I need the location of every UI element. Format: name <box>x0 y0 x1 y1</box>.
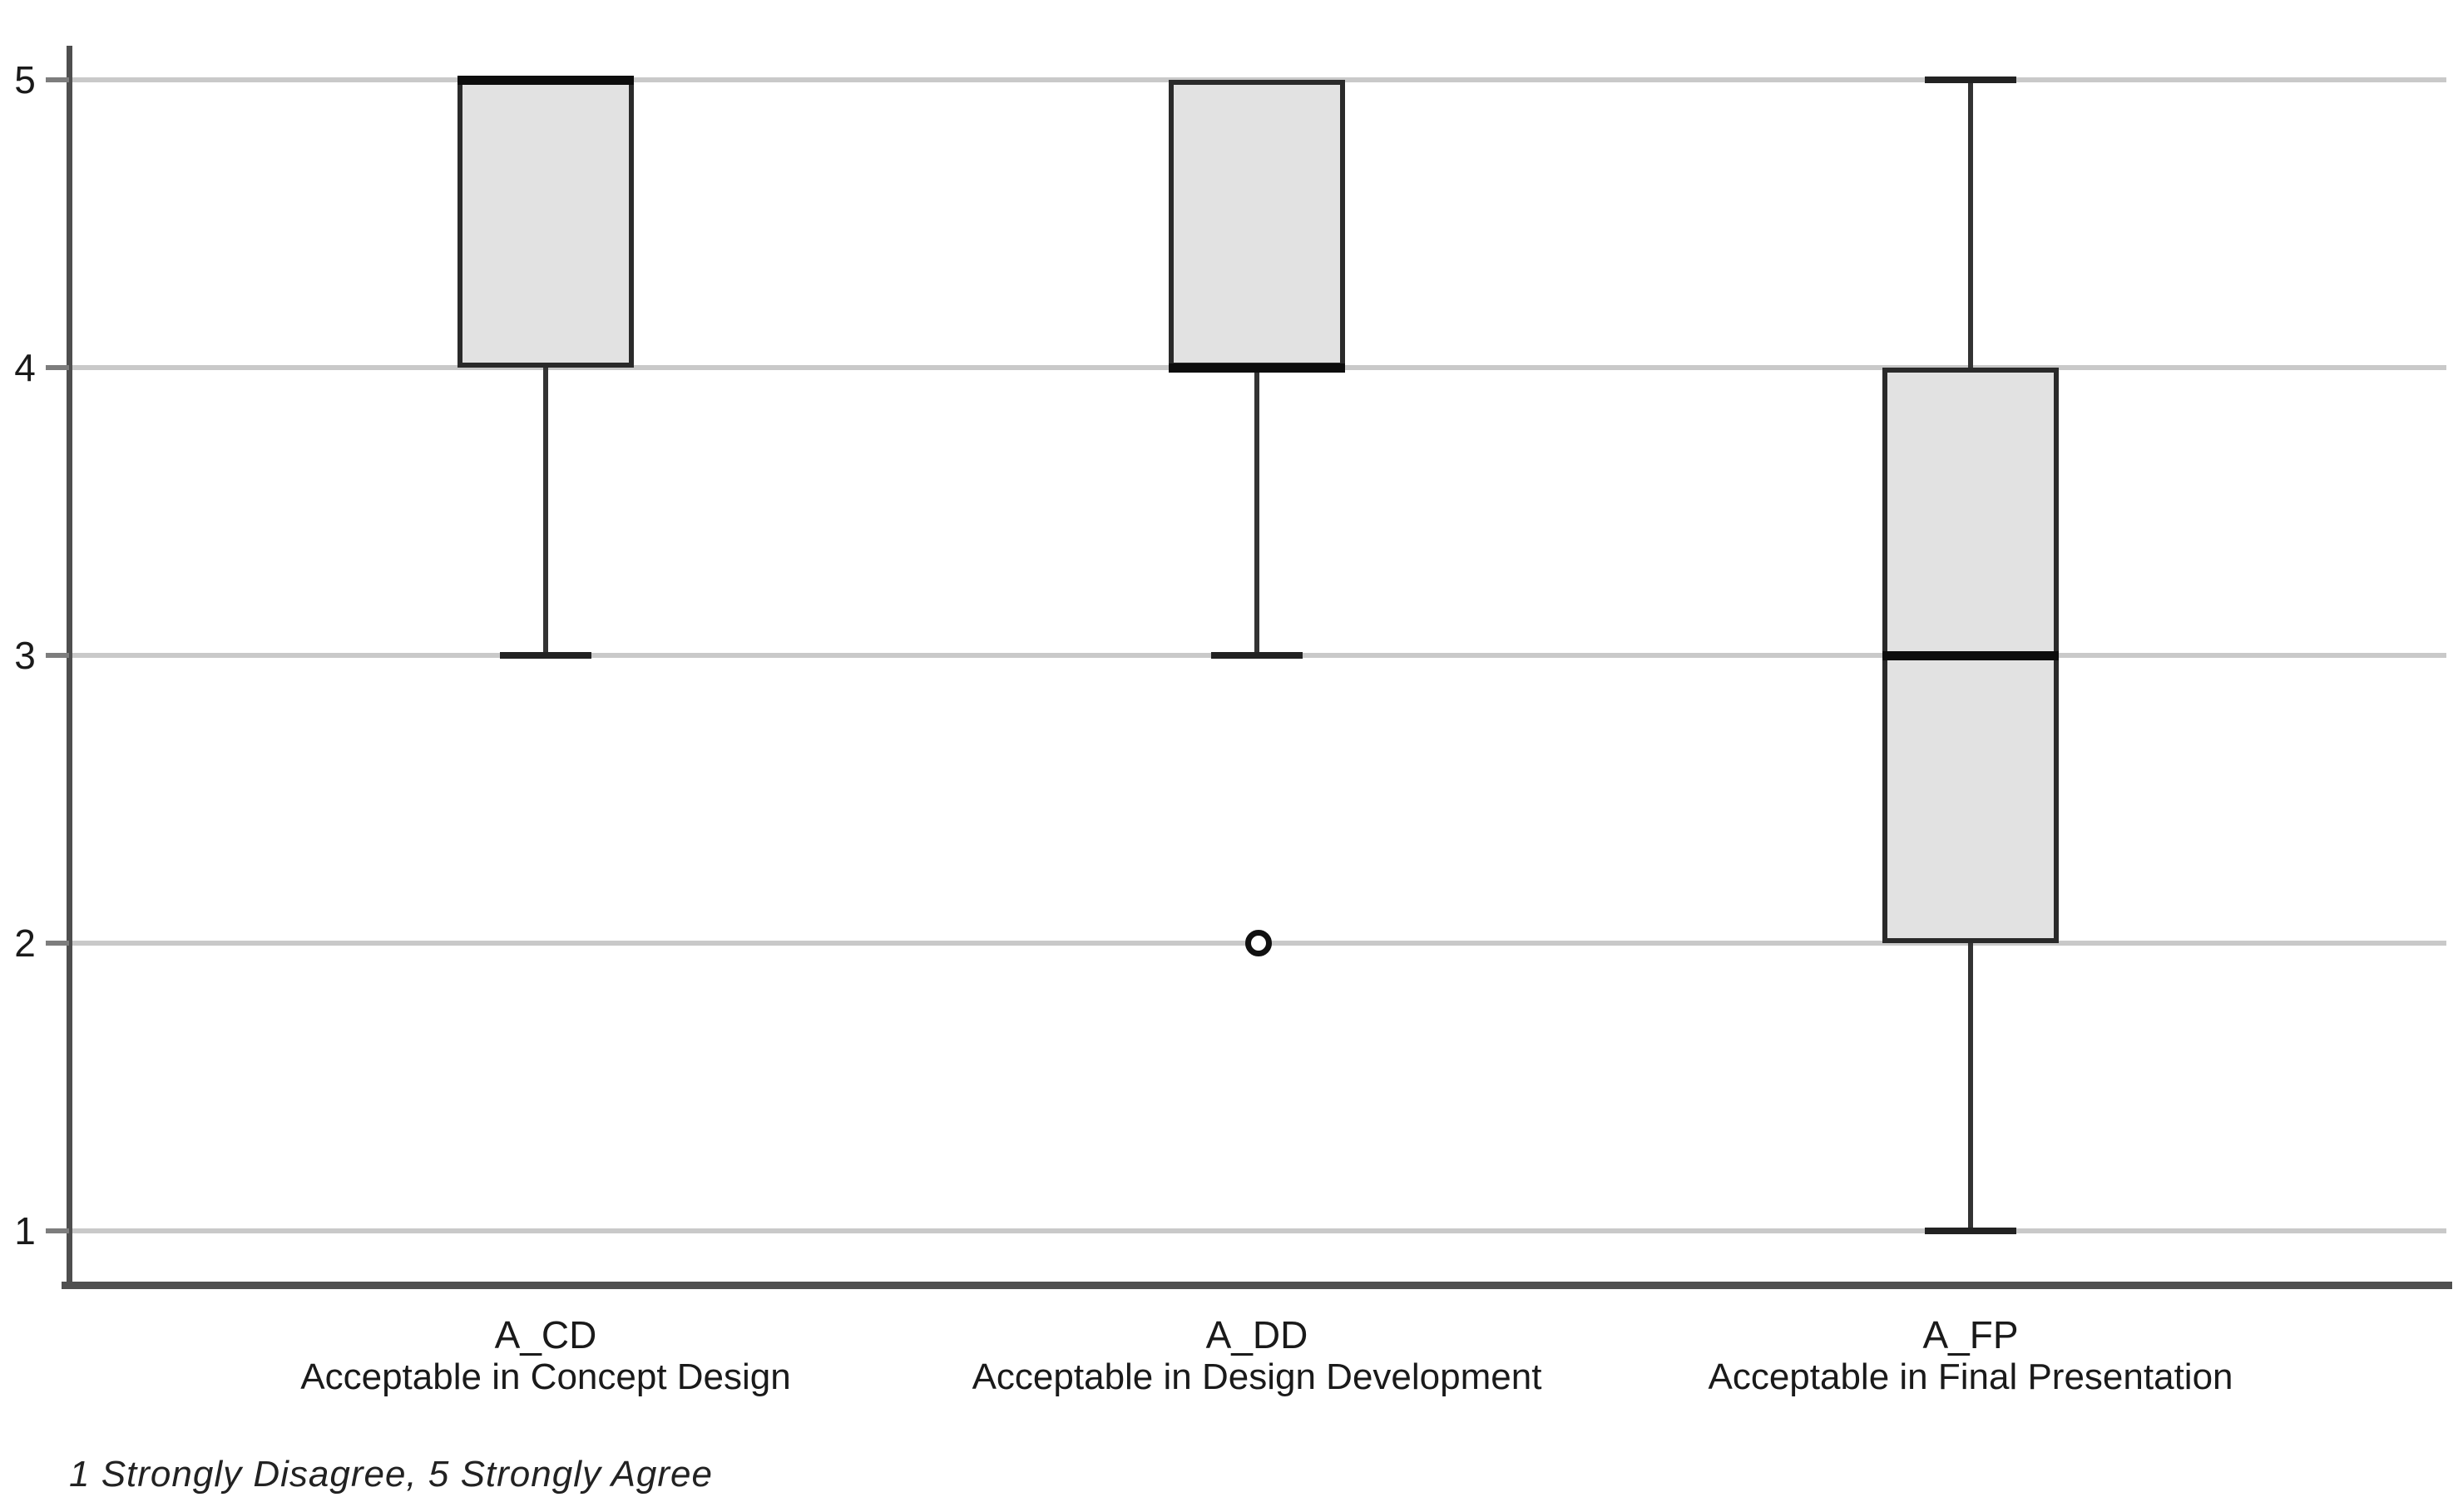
x-axis-line <box>62 1282 2452 1289</box>
median-line-a_fp <box>1882 651 2059 660</box>
box-a_dd <box>1169 80 1345 368</box>
median-line-a_cd <box>457 76 634 85</box>
y-tick-label: 2 <box>14 922 36 965</box>
median-line-a_dd <box>1169 363 1345 373</box>
whisker-cap-lower <box>1211 652 1303 659</box>
y-tick-label: 3 <box>14 634 36 677</box>
y-tick-mark <box>46 365 69 370</box>
whisker-line-upper <box>1968 80 1973 368</box>
category-label-a_cd: Acceptable in Concept Design <box>300 1356 791 1397</box>
y-tick-mark <box>46 941 69 946</box>
whisker-line-lower <box>543 368 548 655</box>
gridline <box>71 1228 2446 1233</box>
category-code-a_dd: A_DD <box>1205 1313 1308 1356</box>
y-tick-mark <box>46 1228 69 1233</box>
y-tick-mark <box>46 653 69 658</box>
category-code-a_cd: A_CD <box>494 1313 597 1356</box>
category-code-a_fp: A_FP <box>1922 1313 2019 1356</box>
y-tick-mark <box>46 77 69 82</box>
category-label-a_dd: Acceptable in Design Development <box>972 1356 1542 1397</box>
y-tick-label: 4 <box>14 346 36 389</box>
whisker-cap-upper <box>1925 77 2016 83</box>
box-a_cd <box>457 80 634 368</box>
category-label-a_fp: Acceptable in Final Presentation <box>1708 1356 2233 1397</box>
footnote: 1 Strongly Disagree, 5 Strongly Agree <box>69 1454 713 1495</box>
whisker-line-lower <box>1254 368 1259 655</box>
outlier-point <box>1245 930 1272 956</box>
y-axis-line <box>67 46 72 1289</box>
whisker-cap-lower <box>500 652 591 659</box>
whisker-line-lower <box>1968 943 1973 1231</box>
whisker-cap-lower <box>1925 1228 2016 1234</box>
y-tick-label: 1 <box>14 1209 36 1253</box>
y-tick-label: 5 <box>14 58 36 101</box>
